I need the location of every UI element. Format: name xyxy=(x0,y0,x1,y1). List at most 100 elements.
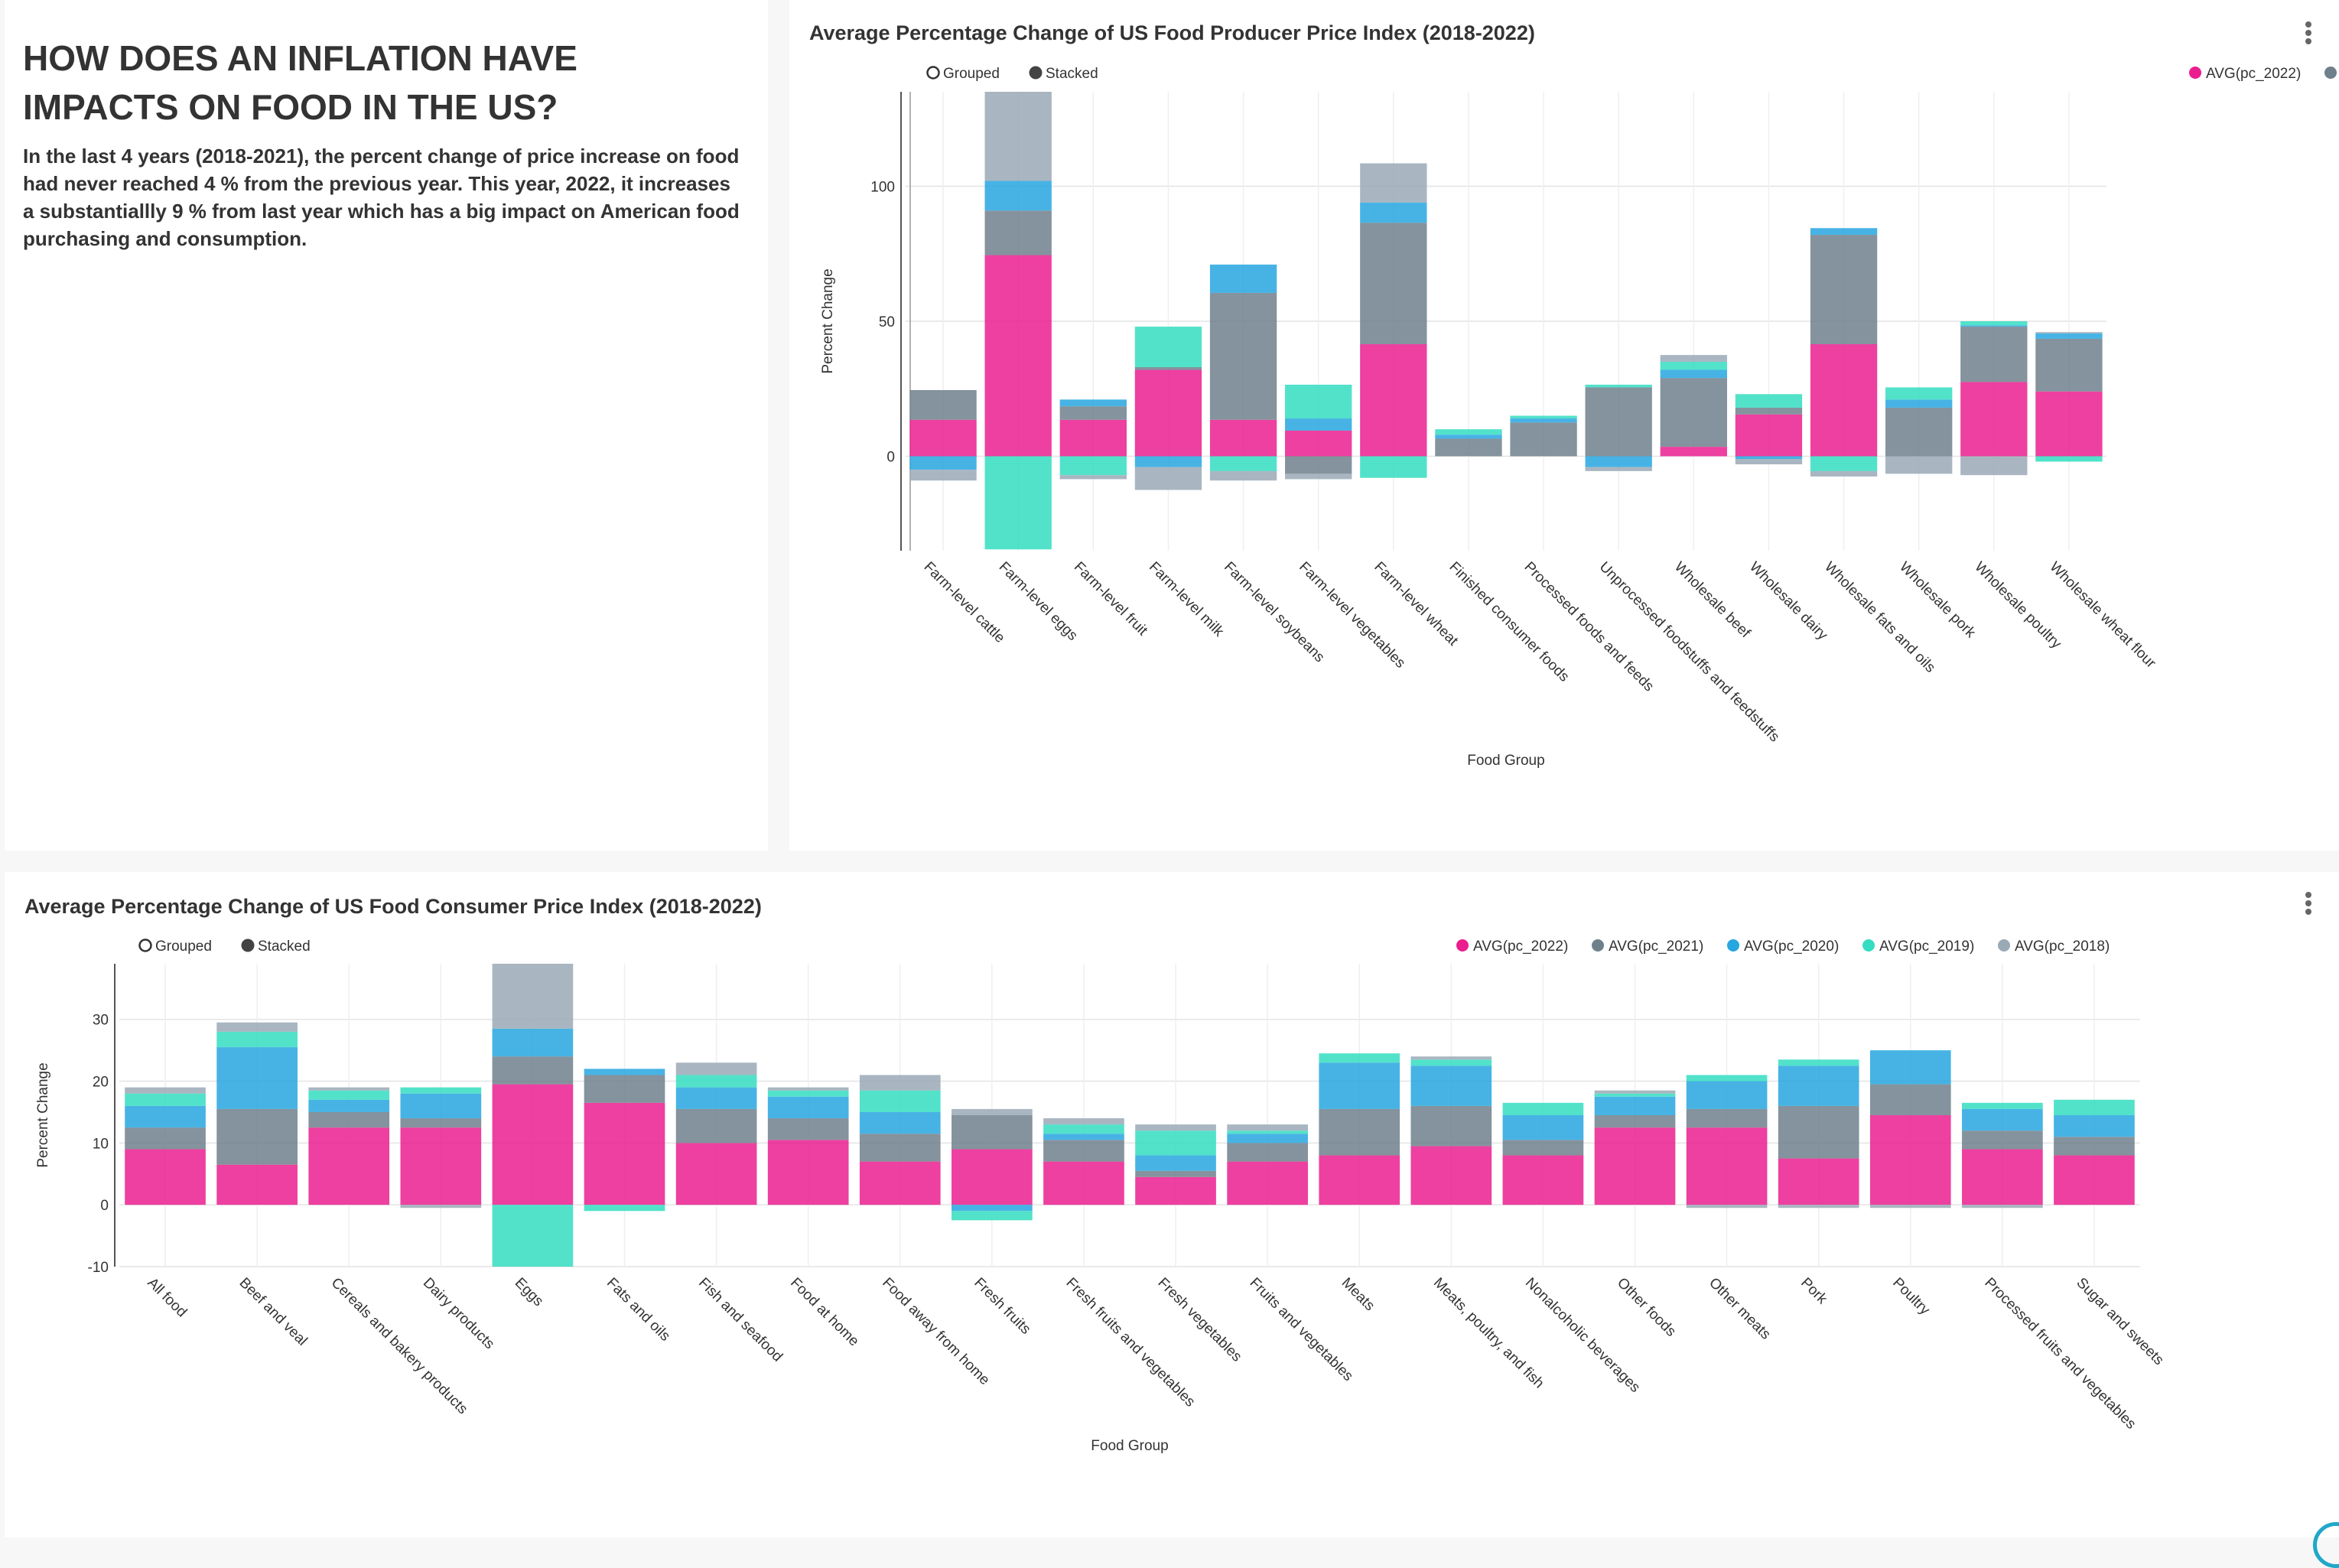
bar-meats-poultry-and-fish-pc_2022[interactable] xyxy=(1410,1146,1492,1205)
bar-dairy-products-pc_2020[interactable] xyxy=(400,1093,482,1119)
bar-farm-level-milk-pc_2021[interactable] xyxy=(1134,367,1202,370)
bar-processed-fruits-and-vegetables-pc_2021[interactable] xyxy=(1962,1130,2043,1150)
bar-wholesale-dairy-pc_2020[interactable] xyxy=(1735,456,1803,459)
bar-farm-level-wheat-pc_2021[interactable] xyxy=(1360,223,1427,344)
bar-sugar-and-sweets-pc_2021[interactable] xyxy=(2054,1137,2135,1156)
bar-fresh-fruits-pc_2018[interactable] xyxy=(952,1108,1033,1115)
bar-other-meats-pc_2020[interactable] xyxy=(1686,1081,1768,1109)
bar-all-food-pc_2019[interactable] xyxy=(125,1093,206,1106)
bar-beef-and-veal-pc_2021[interactable] xyxy=(216,1108,298,1165)
bar-processed-fruits-and-vegetables-pc_2022[interactable] xyxy=(1962,1149,2043,1205)
bar-other-foods-pc_2019[interactable] xyxy=(1594,1093,1676,1097)
bar-other-foods-pc_2022[interactable] xyxy=(1594,1127,1676,1205)
bar-farm-level-milk-pc_2018[interactable] xyxy=(1134,467,1202,490)
bar-farm-level-soybeans-pc_2018[interactable] xyxy=(1209,470,1277,481)
bar-unprocessed-foodstuffs-and-feedstuffs-pc_2020[interactable] xyxy=(1585,456,1652,467)
bar-farm-level-soybeans-pc_2022[interactable] xyxy=(1209,419,1277,457)
bar-poultry-pc_2022[interactable] xyxy=(1869,1115,1951,1205)
bar-wholesale-dairy-pc_2021[interactable] xyxy=(1735,407,1803,415)
bar-finished-consumer-foods-pc_2021[interactable] xyxy=(1435,438,1502,457)
bar-farm-level-vegetables-pc_2020[interactable] xyxy=(1285,418,1352,431)
bar-wholesale-wheat-flour-pc_2022[interactable] xyxy=(2035,391,2103,457)
bar-all-food-pc_2022[interactable] xyxy=(125,1149,206,1205)
bar-pork-pc_2018[interactable] xyxy=(1778,1205,1859,1209)
bar-fish-and-seafood-pc_2018[interactable] xyxy=(675,1062,757,1075)
bar-fresh-fruits-pc_2022[interactable] xyxy=(952,1149,1033,1205)
bar-other-meats-pc_2019[interactable] xyxy=(1686,1075,1768,1082)
bar-meats-poultry-and-fish-pc_2020[interactable] xyxy=(1410,1065,1492,1106)
bar-fruits-and-vegetables-pc_2018[interactable] xyxy=(1227,1124,1308,1131)
bar-farm-level-milk-pc_2022[interactable] xyxy=(1134,369,1202,457)
bar-wholesale-pork-pc_2019[interactable] xyxy=(1885,387,1953,400)
bar-beef-and-veal-pc_2018[interactable] xyxy=(216,1022,298,1032)
bar-poultry-pc_2021[interactable] xyxy=(1869,1084,1951,1115)
bar-other-foods-pc_2020[interactable] xyxy=(1594,1096,1676,1115)
bar-dairy-products-pc_2022[interactable] xyxy=(400,1127,482,1205)
bar-farm-level-wheat-pc_2022[interactable] xyxy=(1360,344,1427,457)
bar-farm-level-soybeans-pc_2021[interactable] xyxy=(1209,292,1277,420)
bar-eggs-pc_2022[interactable] xyxy=(492,1084,574,1205)
bar-cereals-and-bakery-products-pc_2022[interactable] xyxy=(308,1127,390,1205)
bar-poultry-pc_2018[interactable] xyxy=(1869,1205,1951,1209)
bar-fish-and-seafood-pc_2020[interactable] xyxy=(675,1087,757,1109)
bar-wholesale-wheat-flour-pc_2019[interactable] xyxy=(2035,456,2103,462)
stacked-option[interactable]: Stacked xyxy=(241,939,311,955)
bar-farm-level-vegetables-pc_2018[interactable] xyxy=(1285,473,1352,480)
bar-fresh-fruits-and-vegetables-pc_2021[interactable] xyxy=(1043,1140,1124,1162)
bar-wholesale-beef-pc_2020[interactable] xyxy=(1660,369,1727,379)
bar-food-away-from-home-pc_2021[interactable] xyxy=(859,1134,941,1162)
bar-other-meats-pc_2021[interactable] xyxy=(1686,1108,1768,1128)
legend-item-pc_2020[interactable]: AVG(pc_2020) xyxy=(1727,939,1839,955)
bar-meats-pc_2019[interactable] xyxy=(1319,1053,1400,1063)
bar-pork-pc_2020[interactable] xyxy=(1778,1065,1859,1106)
bar-dairy-products-pc_2018[interactable] xyxy=(400,1205,482,1209)
bar-farm-level-vegetables-pc_2021[interactable] xyxy=(1285,456,1352,474)
bar-wholesale-poultry-pc_2018[interactable] xyxy=(1960,456,2028,476)
bar-beef-and-veal-pc_2019[interactable] xyxy=(216,1031,298,1048)
bar-fresh-fruits-and-vegetables-pc_2022[interactable] xyxy=(1043,1161,1124,1205)
bar-eggs-pc_2019[interactable] xyxy=(492,1205,574,1270)
bar-wholesale-pork-pc_2018[interactable] xyxy=(1885,456,1953,474)
bar-other-foods-pc_2021[interactable] xyxy=(1594,1115,1676,1128)
bar-farm-level-cattle-pc_2020[interactable] xyxy=(909,456,977,470)
bar-farm-level-fruit-pc_2020[interactable] xyxy=(1059,399,1127,407)
bar-fruits-and-vegetables-pc_2022[interactable] xyxy=(1227,1161,1308,1205)
bar-pork-pc_2022[interactable] xyxy=(1778,1158,1859,1205)
bar-wholesale-beef-pc_2021[interactable] xyxy=(1660,378,1727,447)
bar-unprocessed-foodstuffs-and-feedstuffs-pc_2018[interactable] xyxy=(1585,467,1652,471)
bar-other-foods-pc_2018[interactable] xyxy=(1594,1090,1676,1094)
bar-fresh-vegetables-pc_2021[interactable] xyxy=(1135,1170,1216,1177)
bar-food-away-from-home-pc_2018[interactable] xyxy=(859,1075,941,1091)
bar-wholesale-wheat-flour-pc_2020[interactable] xyxy=(2035,333,2103,339)
bar-all-food-pc_2020[interactable] xyxy=(125,1105,206,1128)
bar-cereals-and-bakery-products-pc_2020[interactable] xyxy=(308,1099,390,1112)
bar-food-at-home-pc_2021[interactable] xyxy=(767,1118,849,1140)
bar-fish-and-seafood-pc_2022[interactable] xyxy=(675,1143,757,1205)
bar-fruits-and-vegetables-pc_2020[interactable] xyxy=(1227,1134,1308,1143)
bar-farm-level-cattle-pc_2022[interactable] xyxy=(909,419,977,457)
bar-food-away-from-home-pc_2022[interactable] xyxy=(859,1161,941,1205)
bar-fats-and-oils-pc_2022[interactable] xyxy=(584,1102,665,1205)
bar-wholesale-poultry-pc_2020[interactable] xyxy=(1960,325,2028,327)
bar-wholesale-beef-pc_2018[interactable] xyxy=(1660,355,1727,362)
bar-sugar-and-sweets-pc_2020[interactable] xyxy=(2054,1115,2135,1137)
bar-farm-level-cattle-pc_2021[interactable] xyxy=(909,390,977,420)
bar-wholesale-pork-pc_2020[interactable] xyxy=(1885,399,1953,408)
bar-meats-poultry-and-fish-pc_2019[interactable] xyxy=(1410,1059,1492,1066)
bar-meats-pc_2022[interactable] xyxy=(1319,1155,1400,1205)
bar-other-meats-pc_2018[interactable] xyxy=(1686,1205,1768,1209)
bar-farm-level-wheat-pc_2018[interactable] xyxy=(1360,163,1427,203)
bar-fish-and-seafood-pc_2021[interactable] xyxy=(675,1108,757,1143)
bar-wholesale-beef-pc_2019[interactable] xyxy=(1660,361,1727,370)
bar-wholesale-fats-and-oils-pc_2020[interactable] xyxy=(1810,228,1878,236)
bar-farm-level-milk-pc_2020[interactable] xyxy=(1134,456,1202,467)
bar-beef-and-veal-pc_2022[interactable] xyxy=(216,1164,298,1205)
bar-farm-level-vegetables-pc_2022[interactable] xyxy=(1285,430,1352,457)
bar-fats-and-oils-pc_2021[interactable] xyxy=(584,1075,665,1103)
bar-sugar-and-sweets-pc_2019[interactable] xyxy=(2054,1099,2135,1115)
bar-farm-level-fruit-pc_2021[interactable] xyxy=(1059,406,1127,420)
bar-wholesale-wheat-flour-pc_2018[interactable] xyxy=(2035,332,2103,333)
grouped-option[interactable]: Grouped xyxy=(926,66,1000,82)
bar-fresh-fruits-and-vegetables-pc_2018[interactable] xyxy=(1043,1118,1124,1125)
bar-nonalcoholic-beverages-pc_2021[interactable] xyxy=(1502,1140,1584,1156)
